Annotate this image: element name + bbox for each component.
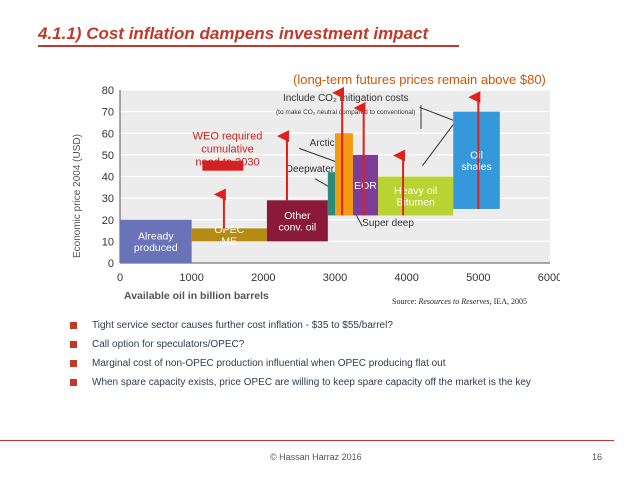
source-label: Source: [392, 297, 417, 306]
y-tick-label: 30 [102, 193, 114, 205]
source-tail: , IEA, 2005 [489, 297, 527, 306]
bullet-square-icon [70, 341, 77, 348]
annotation-line [356, 215, 363, 227]
category-label: shales [461, 161, 491, 173]
page-number: 16 [592, 452, 603, 462]
bullet-text: Tight service sector causes further cost… [92, 320, 393, 331]
category-block [378, 176, 454, 216]
annotation-line [419, 106, 454, 121]
slide-subtitle: (long-term futures prices remain above $… [293, 72, 546, 87]
bullet-item: Tight service sector causes further cost… [70, 316, 531, 335]
chart-annotation: Include CO₂ mitigation costs [283, 93, 409, 104]
title-underline [38, 45, 459, 47]
annotation-line [422, 124, 454, 166]
category-label: conv. oil [279, 222, 317, 234]
oil-cost-chart: 0 10 20 30 40 50 60 70 80 0 1000 2000 3000 4000 5000 60… [72, 85, 560, 302]
category-label: Oil [470, 150, 483, 162]
y-tick-label: 40 [102, 172, 114, 184]
bullet-square-icon [70, 379, 77, 386]
category-label: EOR [354, 180, 377, 192]
bullet-item: When spare capacity exists, price OPEC a… [70, 373, 531, 392]
x-tick-label: 2000 [251, 272, 275, 284]
category-block [191, 228, 267, 242]
x-tick-label: 3000 [323, 272, 347, 284]
bullet-square-icon [70, 360, 77, 367]
bullet-text: Marginal cost of non-OPEC production inf… [92, 358, 446, 369]
chart-annotation: Arctic [310, 138, 335, 149]
chart-annotation: need to 2030 [195, 157, 259, 169]
category-label: Already [138, 231, 174, 243]
x-tick-label: 1000 [179, 272, 203, 284]
category-block [352, 154, 378, 216]
category-label: ME [221, 236, 237, 248]
bullet-list: Tight service sector causes further cost… [70, 316, 531, 392]
category-label: Bitumen [396, 197, 435, 209]
x-tick-label: 6000 [538, 272, 560, 284]
y-tick-label: 10 [102, 236, 114, 248]
bullet-square-icon [70, 322, 77, 329]
category-label: OPEC [214, 224, 244, 236]
annotation-line [314, 178, 331, 188]
y-tick-label: 60 [102, 128, 114, 140]
category-label: Other [284, 210, 311, 222]
chart-annotation: Deepwater [286, 164, 335, 175]
y-tick-label: 70 [102, 107, 114, 119]
slide-title: 4.1.1) Cost inflation dampens investment… [38, 24, 429, 43]
bullet-text: Call option for speculators/OPEC? [92, 339, 245, 350]
category-label: produced [134, 242, 178, 254]
source-ref: Resources to Reserves [418, 297, 490, 306]
y-tick-label: 0 [108, 258, 114, 270]
category-block [335, 133, 353, 216]
y-tick-label: 50 [102, 150, 114, 162]
x-tick-label: 4000 [394, 272, 418, 284]
y-tick-label: 20 [102, 215, 114, 227]
category-block [266, 200, 328, 242]
chart-annotation: WEO required [193, 131, 263, 143]
footer-copyright: © Hassan Harraz 2016 [270, 452, 362, 462]
y-axis-label: Economic price 2004 (USD) [72, 134, 83, 258]
weo-marker-bar [202, 160, 244, 171]
chart-annotation: Super deep [362, 218, 414, 229]
bullet-item: Call option for speculators/OPEC? [70, 335, 531, 354]
annotation-line [298, 147, 336, 162]
footer-divider [0, 440, 614, 441]
x-axis-label: Available oil in billion barrels [124, 290, 269, 302]
category-block [120, 219, 192, 263]
x-tick-label: 5000 [466, 272, 490, 284]
bullet-text: When spare capacity exists, price OPEC a… [92, 377, 531, 388]
chart-annotation: cumulative [201, 144, 254, 156]
category-block [327, 172, 335, 216]
y-tick-label: 80 [102, 85, 114, 97]
chart-annotation: (to make CO₂ neutral compared to convent… [276, 109, 415, 116]
chart-source: Source: Resources to Reserves, IEA, 2005 [392, 297, 527, 306]
bullet-item: Marginal cost of non-OPEC production inf… [70, 354, 531, 373]
category-block [453, 111, 500, 209]
x-tick-label: 0 [117, 272, 123, 284]
category-label: Heavy oil [394, 185, 437, 197]
